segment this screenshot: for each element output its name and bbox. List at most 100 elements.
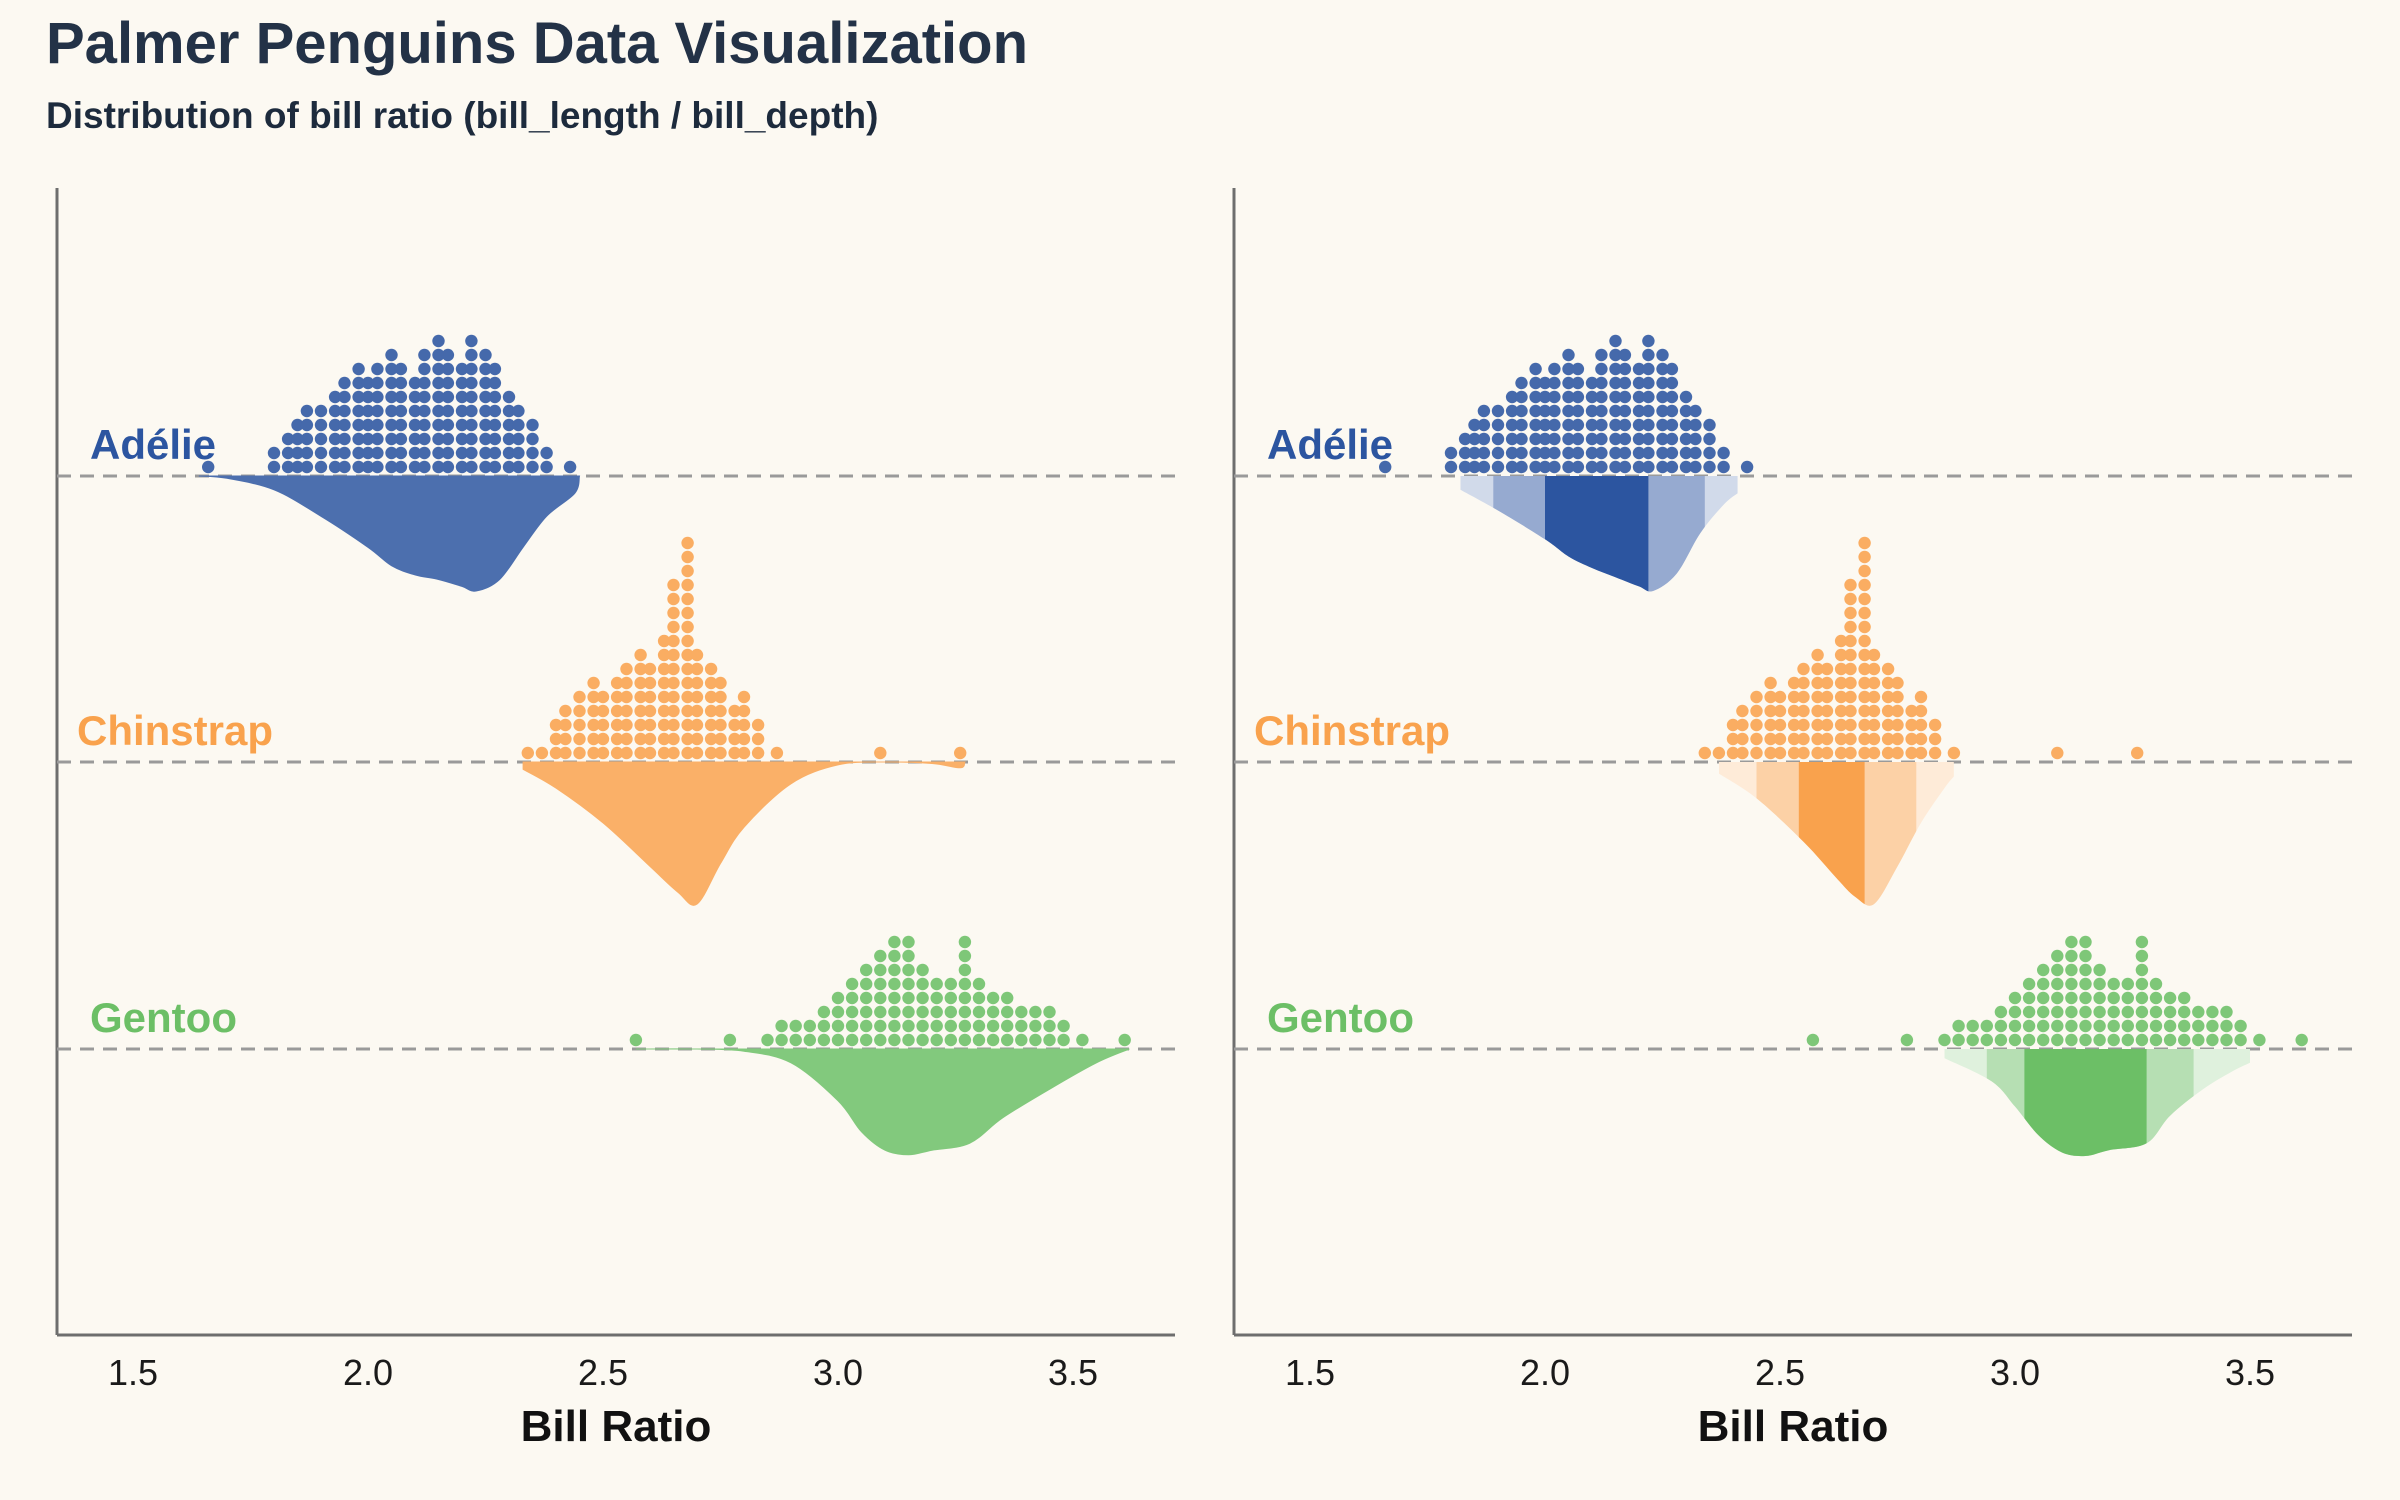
- data-dot: [1665, 376, 1679, 390]
- data-dot: [690, 718, 704, 732]
- data-dot: [394, 460, 408, 474]
- data-dot: [1703, 418, 1716, 432]
- data-dot: [860, 1005, 873, 1019]
- data-dot: [860, 977, 873, 991]
- data-dot: [1529, 404, 1542, 418]
- data-dot: [385, 418, 398, 432]
- data-dot: [2121, 991, 2134, 1005]
- data-dot: [512, 432, 525, 446]
- series-adelie: [1379, 334, 1754, 592]
- data-dot: [1632, 418, 1646, 432]
- data-dot: [1029, 1019, 1042, 1033]
- data-dot: [1665, 446, 1679, 460]
- data-dot: [1787, 718, 1801, 732]
- data-dot: [1698, 746, 1712, 760]
- data-dot: [2051, 1005, 2064, 1019]
- data-dot: [2008, 991, 2022, 1005]
- data-dot: [2079, 977, 2092, 991]
- series-gentoo: [629, 935, 1131, 1156]
- data-dot: [418, 348, 431, 362]
- data-dot: [1571, 362, 1585, 376]
- dot-stack: [629, 935, 1131, 1047]
- data-dot: [385, 362, 398, 376]
- data-dot: [540, 446, 553, 460]
- data-dot: [1001, 1005, 1014, 1019]
- data-dot: [432, 376, 445, 390]
- data-dot: [770, 746, 784, 760]
- data-dot: [1043, 1033, 1056, 1047]
- data-dot: [1595, 390, 1608, 404]
- data-dot: [1881, 718, 1895, 732]
- data-dot: [1477, 446, 1491, 460]
- data-dot: [1618, 432, 1632, 446]
- series-chinstrap: [521, 536, 967, 906]
- data-dot: [465, 460, 478, 474]
- data-dot: [634, 690, 647, 704]
- data-dot: [479, 376, 492, 390]
- data-dot: [1980, 1033, 1994, 1047]
- data-dot: [1858, 606, 1871, 620]
- data-dot: [1632, 390, 1646, 404]
- data-dot: [1505, 432, 1519, 446]
- data-dot: [1585, 432, 1599, 446]
- data-dot: [1867, 704, 1881, 718]
- data-dot: [657, 690, 671, 704]
- data-dot: [1665, 362, 1679, 376]
- data-dot: [1881, 704, 1895, 718]
- data-dot: [479, 446, 492, 460]
- data-dot: [1642, 390, 1655, 404]
- data-dot: [432, 334, 445, 348]
- data-dot: [1994, 1033, 2008, 1047]
- data-dot: [1726, 718, 1740, 732]
- data-dot: [930, 991, 943, 1005]
- data-dot: [2022, 991, 2036, 1005]
- series-gentoo: [1806, 935, 2308, 1157]
- data-dot: [817, 1033, 831, 1047]
- data-dot: [916, 1005, 929, 1019]
- data-dot: [888, 1005, 901, 1019]
- data-dot: [1515, 376, 1528, 390]
- data-dot: [502, 460, 516, 474]
- data-dot: [1656, 460, 1669, 474]
- species-label-gentoo: Gentoo: [90, 994, 237, 1041]
- data-dot: [681, 690, 694, 704]
- data-dot: [1562, 404, 1575, 418]
- data-dot: [2178, 1005, 2191, 1019]
- data-dot: [1844, 634, 1857, 648]
- data-dot: [902, 935, 915, 949]
- data-dot: [408, 390, 422, 404]
- data-dot: [1529, 362, 1542, 376]
- data-dot: [2220, 1033, 2233, 1047]
- data-dot: [441, 432, 455, 446]
- data-dot: [1689, 460, 1702, 474]
- species-label-chinstrap: Chinstrap: [1254, 707, 1450, 754]
- data-dot: [300, 418, 314, 432]
- data-dot: [667, 634, 680, 648]
- data-dot: [1867, 648, 1881, 662]
- data-dot: [549, 718, 563, 732]
- species-label-gentoo: Gentoo: [1267, 994, 1414, 1041]
- data-dot: [2135, 935, 2149, 949]
- data-dot: [432, 390, 445, 404]
- data-dot: [1844, 746, 1857, 760]
- data-dot: [418, 460, 431, 474]
- dot-stack: [1379, 334, 1754, 474]
- data-dot: [902, 1019, 915, 1033]
- data-dot: [1458, 460, 1472, 474]
- data-dot: [1773, 690, 1787, 704]
- data-dot: [1595, 362, 1608, 376]
- data-dot: [1571, 404, 1585, 418]
- data-dot: [502, 446, 516, 460]
- data-dot: [1844, 704, 1857, 718]
- data-dot: [1618, 418, 1632, 432]
- data-dot: [418, 404, 431, 418]
- series-adelie: [198, 334, 581, 592]
- data-dot: [465, 362, 478, 376]
- data-dot: [2037, 1005, 2050, 1019]
- data-dot: [361, 432, 375, 446]
- data-dot: [587, 690, 600, 704]
- data-dot: [1844, 606, 1857, 620]
- data-dot: [549, 732, 563, 746]
- data-dot: [2079, 1019, 2092, 1033]
- data-dot: [1632, 432, 1646, 446]
